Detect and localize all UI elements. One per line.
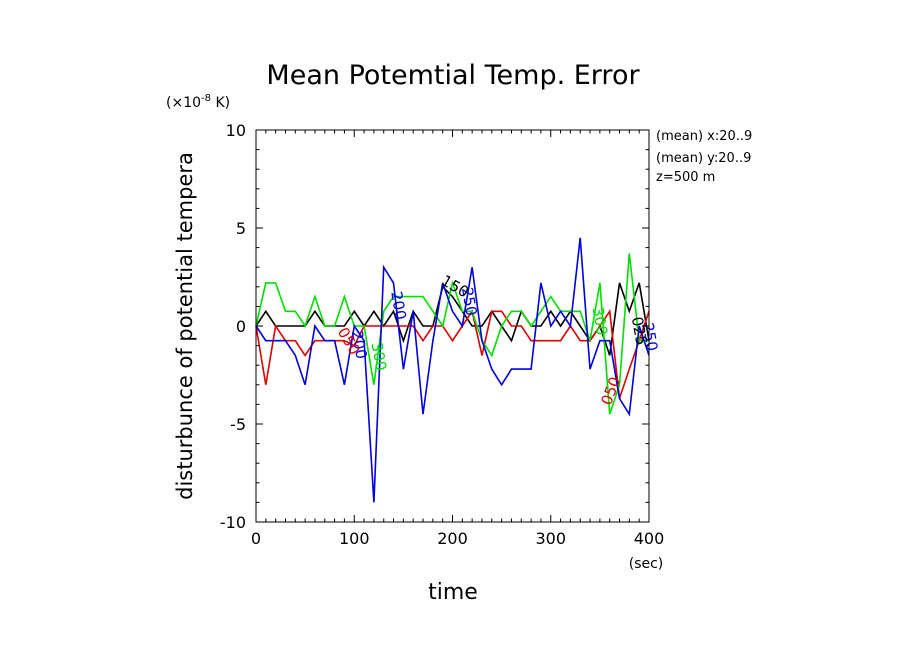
contour-label-2: 250 <box>639 321 662 352</box>
y-tick-label: -10 <box>220 513 246 532</box>
y-unit-prefix: (×10 <box>166 95 201 111</box>
series-line-050 <box>255 309 650 399</box>
x-tick-label: 400 <box>634 529 665 548</box>
x-tick-label: 100 <box>339 529 370 548</box>
series-line-200 <box>255 237 650 503</box>
contour-label-4: 200 <box>348 329 371 360</box>
x-tick-label: 200 <box>437 529 468 548</box>
contour-label-1: 250 <box>458 286 481 317</box>
annotation-mean-y: (mean) y:20..9 <box>656 151 751 166</box>
y-axis-label: disturbunce of potential tempera <box>173 152 197 500</box>
x-tick-label: 300 <box>535 529 566 548</box>
y-unit-label: (×10-8 K) <box>166 93 230 111</box>
contour-label-9: 025 <box>628 315 651 346</box>
plot-series-group <box>255 237 650 503</box>
contour-label-5: 300 <box>367 341 390 372</box>
y-unit-suffix: K) <box>211 95 230 111</box>
y-tick-label: 5 <box>236 219 246 238</box>
x-tick-label: 0 <box>251 529 261 548</box>
series-line-300 <box>255 253 649 415</box>
y-tick-label: 10 <box>226 121 246 140</box>
contour-label-3: 200 <box>387 290 410 321</box>
series-line-150 <box>255 282 650 356</box>
x-unit-label: (sec) <box>629 556 664 572</box>
y-tick-label: -5 <box>230 415 246 434</box>
contour-label-7: 050 <box>598 374 625 407</box>
x-axis: 0 100 200 300 400 <box>251 130 664 548</box>
x-axis-label: time <box>428 580 478 605</box>
annotation-mean-x: (mean) x:20..9 <box>656 129 752 144</box>
contour-label-8: 300 <box>589 306 612 337</box>
y-axis: -10 -5 0 5 10 <box>220 121 649 532</box>
chart-title: Mean Potemtial Temp. Error <box>266 60 640 91</box>
annotation-z-level: z=500 m <box>656 170 715 185</box>
y-tick-label: 0 <box>236 317 246 336</box>
y-unit-exponent: -8 <box>201 93 211 104</box>
